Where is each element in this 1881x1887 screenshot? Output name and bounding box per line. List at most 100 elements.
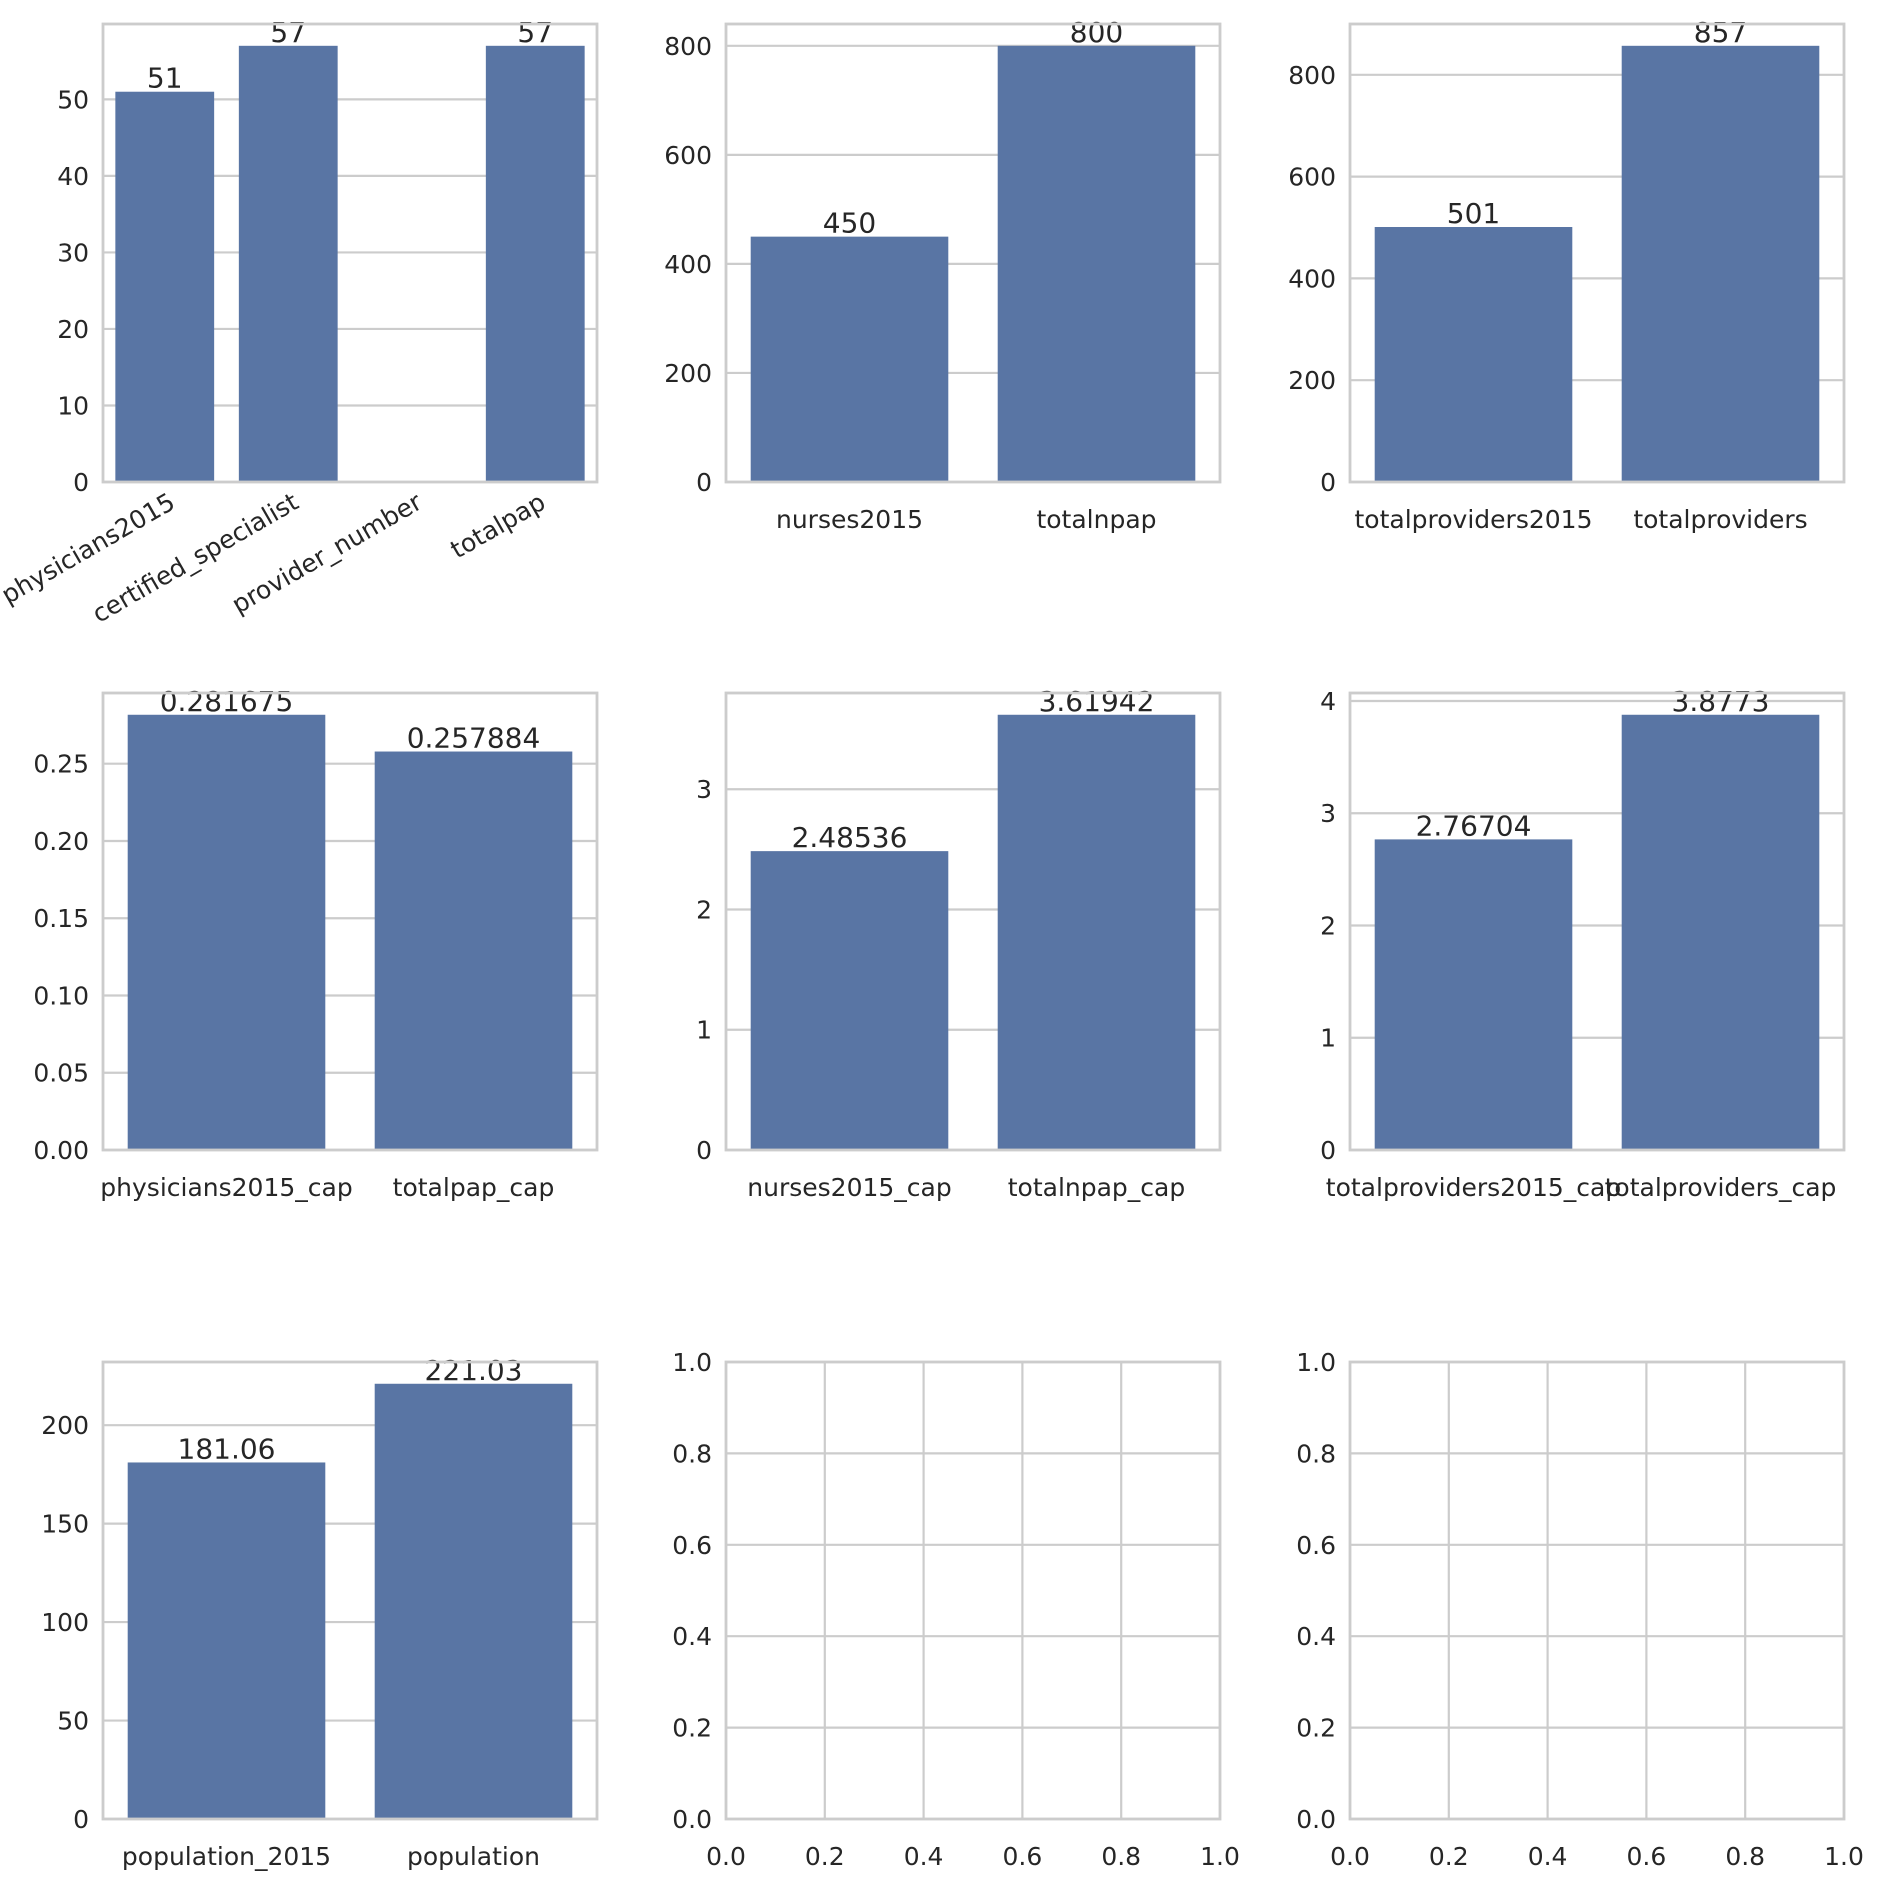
x-tick-label: 0.6 (1003, 1842, 1043, 1871)
bar-value-label: 2.76704 (1416, 809, 1532, 842)
y-tick-label: 10 (57, 391, 89, 420)
y-tick-label: 0.6 (672, 1531, 712, 1560)
axes-frame (724, 1360, 1222, 1821)
axes-frame (101, 691, 599, 1152)
axes-frame (724, 22, 1222, 484)
y-tick-label: 400 (1288, 264, 1336, 293)
bar (127, 1462, 326, 1819)
x-tick-label: nurses2015 (776, 505, 923, 534)
y-tick-label: 100 (41, 1608, 89, 1637)
y-tick-label: 50 (57, 1707, 89, 1736)
y-tick-label: 0 (696, 1136, 712, 1165)
y-tick-label: 3 (1320, 799, 1336, 828)
y-tick-label: 0.05 (33, 1059, 89, 1088)
y-tick-label: 0 (73, 1805, 89, 1834)
x-tick-label: population (407, 1842, 540, 1871)
y-tick-label: 1.0 (672, 1348, 712, 1377)
y-tick-label: 0 (696, 468, 712, 497)
bar (1621, 45, 1820, 483)
bar-value-label: 181.06 (178, 1432, 276, 1465)
y-tick-label: 400 (664, 250, 712, 279)
x-tick-label: totalproviders (1633, 505, 1807, 534)
chart-panel-7: 0 50 100 150 200 181.06 population_2015 221.03 p… (41, 1354, 599, 1871)
x-tick-label: totalproviders2015_cap (1326, 1173, 1621, 1202)
bar-value-label: 2.48536 (792, 821, 908, 854)
bar-value-label: 0.281675 (160, 685, 294, 718)
y-tick-label: 0.15 (33, 904, 89, 933)
y-tick-label: 1 (1320, 1024, 1336, 1053)
chart-panel-9: 0.0 0.2 0.4 0.6 0.8 1.0 0.0 0.2 0.4 0.6 0.8 1.0 (1296, 1348, 1864, 1871)
bar (1621, 714, 1820, 1150)
chart-panel-8: 0.0 0.2 0.4 0.6 0.8 1.0 0.0 0.2 0.4 0.6 0.8 1.0 (672, 1348, 1240, 1871)
bar (115, 91, 215, 483)
bar (750, 236, 949, 482)
y-tick-label: 0 (1320, 468, 1336, 497)
y-tick-label: 0.00 (33, 1136, 89, 1165)
axes-frame (1348, 22, 1846, 484)
y-tick-label: 0.2 (672, 1714, 712, 1743)
chart-panel-2: 0 200 400 600 800 450 nurses2015 800 totalnpap (664, 16, 1222, 534)
x-tick-label: 0.2 (805, 1842, 845, 1871)
x-tick-label: nurses2015_cap (747, 1173, 951, 1202)
y-tick-label: 30 (57, 238, 89, 267)
y-tick-label: 0.0 (672, 1805, 712, 1834)
y-tick-label: 800 (664, 32, 712, 61)
chart-panel-3: 0 200 400 600 800 501 totalproviders2015 857 tot… (1288, 16, 1846, 534)
y-tick-label: 40 (57, 162, 89, 191)
bar-value-label: 3.8773 (1672, 685, 1770, 718)
y-tick-label: 200 (41, 1411, 89, 1440)
bar-value-label: 501 (1447, 197, 1500, 230)
x-tick-label: totalproviders_cap (1605, 1173, 1837, 1202)
y-tick-label: 600 (664, 141, 712, 170)
chart-panel-6: 0 1 2 3 4 2.76704 totalproviders2015_cap 3.8773… (1320, 685, 1846, 1202)
axes-frame (101, 22, 599, 484)
y-tick-label: 0 (1320, 1136, 1336, 1165)
y-tick-label: 2 (696, 895, 712, 924)
y-tick-label: 0.0 (1296, 1805, 1336, 1834)
bar (997, 714, 1196, 1150)
bar-value-label: 857 (1694, 16, 1747, 49)
y-tick-label: 4 (1320, 687, 1336, 716)
chart-panel-1: 0102030405051physicians201557certified_s… (0, 16, 599, 629)
y-tick-label: 0.8 (672, 1439, 712, 1468)
bar-value-label: 800 (1070, 16, 1123, 49)
x-tick-label: 0.0 (1330, 1842, 1370, 1871)
x-tick-label: totalpap_cap (393, 1173, 555, 1202)
y-tick-label: 600 (1288, 163, 1336, 192)
axes-frame (1348, 691, 1846, 1152)
x-tick-label: 0.8 (1101, 1842, 1141, 1871)
bar-value-label: 3.61942 (1039, 685, 1155, 718)
bar (1374, 227, 1573, 482)
bar-value-label: 221.03 (425, 1354, 523, 1387)
x-tick-label: 0.8 (1725, 1842, 1765, 1871)
bar (374, 751, 573, 1150)
y-tick-label: 0.10 (33, 981, 89, 1010)
y-tick-label: 150 (41, 1510, 89, 1539)
x-tick-label: population_2015 (122, 1842, 331, 1871)
bar (374, 1383, 573, 1819)
y-tick-label: 0.6 (1296, 1531, 1336, 1560)
y-tick-label: 0.4 (1296, 1622, 1336, 1651)
x-tick-label: physicians2015_cap (100, 1173, 352, 1202)
y-tick-label: 1 (696, 1016, 712, 1045)
y-tick-label: 0.20 (33, 827, 89, 856)
bar (238, 45, 338, 483)
x-tick-label: totalnpap (1036, 505, 1156, 534)
bar-value-label: 57 (517, 16, 553, 49)
bar (127, 714, 326, 1150)
y-tick-label: 20 (57, 315, 89, 344)
x-tick-label: 1.0 (1824, 1842, 1864, 1871)
bar-value-label: 0.257884 (407, 722, 541, 755)
x-tick-label: 0.4 (904, 1842, 944, 1871)
y-tick-label: 200 (664, 359, 712, 388)
bar (1374, 839, 1573, 1150)
bar-value-label: 450 (823, 207, 876, 240)
y-tick-label: 0.25 (33, 750, 89, 779)
axes-frame (1348, 1360, 1846, 1821)
axes-frame (101, 1360, 599, 1821)
x-tick-label: totalnpap_cap (1008, 1173, 1186, 1202)
x-tick-label: totalproviders2015 (1355, 505, 1593, 534)
y-tick-label: 1.0 (1296, 1348, 1336, 1377)
x-tick-label: 0.0 (706, 1842, 746, 1871)
x-tick-label: 1.0 (1200, 1842, 1240, 1871)
